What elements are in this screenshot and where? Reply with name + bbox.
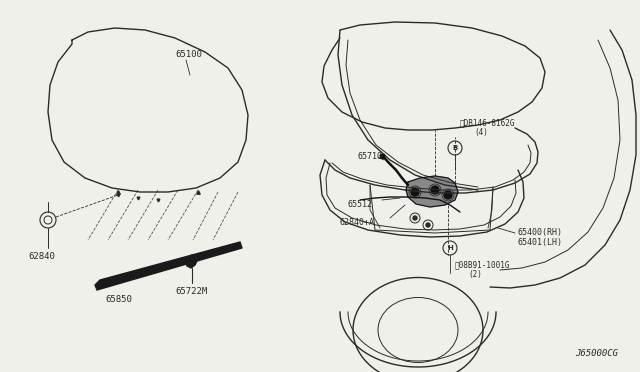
Text: (4): (4)	[474, 128, 488, 137]
Text: 62840+A: 62840+A	[340, 218, 375, 227]
Text: B: B	[452, 145, 458, 151]
Text: 65401(LH): 65401(LH)	[518, 238, 563, 247]
Text: J65000CG: J65000CG	[575, 349, 618, 358]
Circle shape	[411, 188, 419, 196]
Text: H: H	[447, 245, 453, 251]
Polygon shape	[186, 255, 197, 268]
Text: Ⓗ08B91-1001G: Ⓗ08B91-1001G	[455, 260, 511, 269]
Text: (2): (2)	[468, 270, 482, 279]
Circle shape	[426, 223, 430, 227]
Circle shape	[413, 216, 417, 220]
Circle shape	[431, 186, 439, 194]
Polygon shape	[406, 176, 458, 207]
Text: 65400(RH): 65400(RH)	[518, 228, 563, 237]
Text: 65710: 65710	[358, 152, 383, 161]
Text: 62840: 62840	[28, 252, 55, 261]
Circle shape	[444, 191, 452, 199]
Text: 65100: 65100	[175, 50, 202, 59]
Text: 65512: 65512	[348, 200, 373, 209]
Text: 65722M: 65722M	[175, 287, 207, 296]
Text: ⒷDB146-8162G: ⒷDB146-8162G	[460, 118, 515, 127]
Polygon shape	[95, 242, 242, 290]
Text: 65850: 65850	[105, 295, 132, 304]
